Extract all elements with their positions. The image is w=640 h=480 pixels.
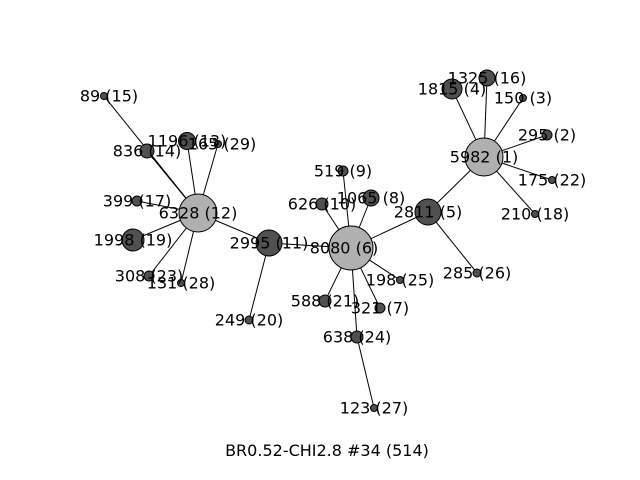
node-n8080: [328, 225, 374, 271]
node-label-n123: 123 (27): [340, 399, 408, 418]
node-n123: [370, 404, 378, 412]
node-label-n399: 399 (17): [103, 192, 171, 211]
node-label-n150: 150 (3): [494, 89, 552, 108]
node-label-n1815: 1815 (4): [418, 80, 486, 99]
node-label-n1196: 1196 (13): [148, 132, 227, 151]
node-n588: [318, 294, 332, 308]
node-label-n131: 131 (28): [147, 274, 215, 293]
nodes-layer: [100, 69, 556, 412]
node-label-n198: 198 (25): [366, 271, 434, 290]
node-label-n285: 285 (26): [443, 264, 511, 283]
node-label-n175: 175 (22): [518, 171, 586, 190]
node-n308: [143, 270, 155, 282]
node-n150: [519, 94, 527, 102]
node-n1815: [441, 78, 463, 100]
graph-title: BR0.52-CHI2.8 #34 (514): [225, 441, 429, 460]
node-label-n2811: 2811 (5): [394, 203, 462, 222]
node-n210: [531, 210, 539, 218]
node-label-n519: 519 (9): [314, 162, 372, 181]
node-label-n89: 89 (15): [80, 87, 138, 106]
node-label-n1065: 1065 (8): [337, 189, 405, 208]
node-n6328: [178, 193, 218, 233]
node-n836: [139, 143, 155, 159]
node-label-n5982: 5982 (1): [450, 148, 518, 167]
node-label-n308: 308 (23): [115, 267, 183, 286]
node-label-n295: 295 (2): [518, 126, 576, 145]
node-n2995: [255, 229, 283, 257]
node-n131: [177, 279, 185, 287]
node-label-n1998: 1998 (19): [94, 231, 173, 250]
node-n249: [244, 315, 254, 325]
node-n519: [337, 165, 349, 177]
node-label-n1325: 1325 (16): [448, 69, 527, 88]
node-n1998: [121, 228, 145, 252]
node-label-n210: 210 (18): [501, 205, 569, 224]
node-n165: [214, 140, 222, 148]
node-n198: [396, 276, 404, 284]
node-n89: [100, 92, 108, 100]
node-n1325: [478, 69, 496, 87]
node-n399: [131, 195, 143, 207]
node-label-n588: 588 (21): [291, 292, 359, 311]
node-label-n638: 638 (24): [323, 328, 391, 347]
node-n321: [374, 302, 386, 314]
node-label-n321: 321 (7): [351, 299, 409, 318]
node-n1196: [178, 132, 196, 150]
node-label-n165: 165 (29): [188, 135, 256, 154]
node-n2811: [414, 198, 442, 226]
node-label-n6328: 6328 (12): [159, 204, 238, 223]
node-n175: [548, 176, 556, 184]
labels-layer: 8080 (6)2995 (11) 6328 (12) 89 (15) 836 (14…: [80, 69, 586, 418]
node-n1065: [362, 189, 380, 207]
node-label-n836: 836 (14): [113, 142, 181, 161]
node-label-n8080: 8080 (6): [310, 239, 378, 258]
node-label-n626: 626 (10): [288, 195, 356, 214]
node-label-n249: 249 (20): [215, 311, 283, 330]
node-n5982: [464, 137, 504, 177]
node-n285: [472, 268, 482, 278]
node-label-n2995: 2995 (11): [230, 234, 309, 253]
node-n295: [541, 129, 553, 141]
node-n626: [315, 197, 329, 211]
node-n638: [350, 330, 364, 344]
edge-n638-n123: [356, 336, 375, 409]
